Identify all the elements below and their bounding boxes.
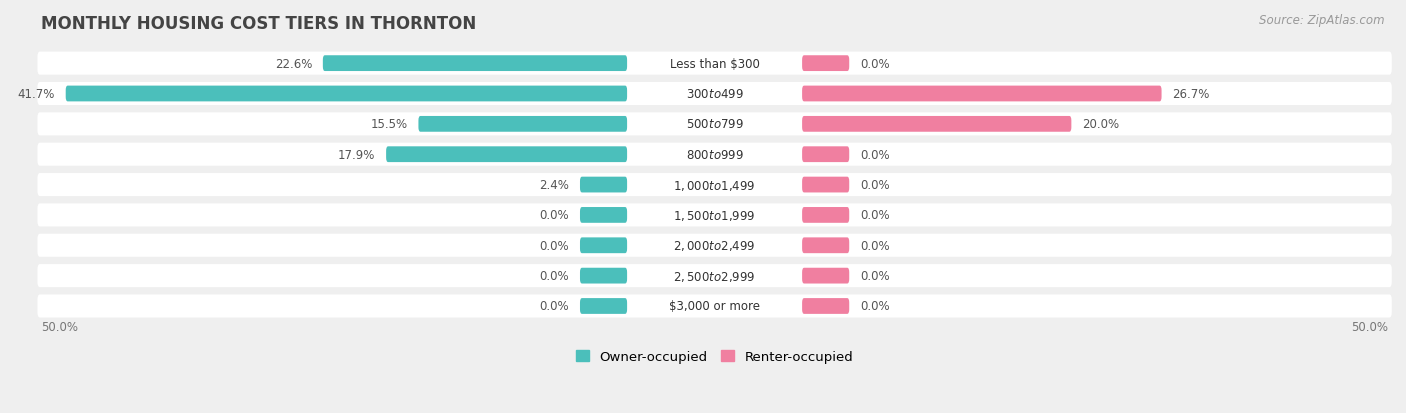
FancyBboxPatch shape (801, 177, 849, 193)
FancyBboxPatch shape (801, 56, 849, 72)
FancyBboxPatch shape (38, 83, 1392, 106)
Text: $500 to $799: $500 to $799 (686, 118, 744, 131)
Text: 0.0%: 0.0% (860, 57, 890, 71)
Text: 0.0%: 0.0% (540, 269, 569, 282)
FancyBboxPatch shape (38, 173, 1392, 197)
FancyBboxPatch shape (66, 86, 627, 102)
Text: MONTHLY HOUSING COST TIERS IN THORNTON: MONTHLY HOUSING COST TIERS IN THORNTON (42, 15, 477, 33)
Legend: Owner-occupied, Renter-occupied: Owner-occupied, Renter-occupied (571, 344, 859, 368)
FancyBboxPatch shape (38, 295, 1392, 318)
FancyBboxPatch shape (38, 113, 1392, 136)
Text: Less than $300: Less than $300 (669, 57, 759, 71)
FancyBboxPatch shape (38, 264, 1392, 287)
Text: 26.7%: 26.7% (1173, 88, 1209, 101)
Text: 0.0%: 0.0% (860, 239, 890, 252)
FancyBboxPatch shape (801, 147, 849, 163)
FancyBboxPatch shape (323, 56, 627, 72)
FancyBboxPatch shape (581, 298, 627, 314)
FancyBboxPatch shape (801, 207, 849, 223)
Text: 0.0%: 0.0% (860, 269, 890, 282)
Text: 20.0%: 20.0% (1083, 118, 1119, 131)
Text: Source: ZipAtlas.com: Source: ZipAtlas.com (1260, 14, 1385, 27)
FancyBboxPatch shape (419, 117, 627, 133)
FancyBboxPatch shape (801, 268, 849, 284)
Text: 0.0%: 0.0% (860, 179, 890, 192)
FancyBboxPatch shape (38, 204, 1392, 227)
Text: 50.0%: 50.0% (1351, 320, 1388, 333)
FancyBboxPatch shape (38, 234, 1392, 257)
Text: $3,000 or more: $3,000 or more (669, 300, 761, 313)
Text: $2,000 to $2,499: $2,000 to $2,499 (673, 239, 756, 253)
FancyBboxPatch shape (38, 143, 1392, 166)
Text: $1,000 to $1,499: $1,000 to $1,499 (673, 178, 756, 192)
FancyBboxPatch shape (581, 268, 627, 284)
Text: 2.4%: 2.4% (540, 179, 569, 192)
Text: 22.6%: 22.6% (274, 57, 312, 71)
Text: 17.9%: 17.9% (337, 148, 375, 161)
Text: 50.0%: 50.0% (42, 320, 79, 333)
Text: 0.0%: 0.0% (860, 148, 890, 161)
FancyBboxPatch shape (581, 177, 627, 193)
Text: $2,500 to $2,999: $2,500 to $2,999 (673, 269, 756, 283)
FancyBboxPatch shape (801, 298, 849, 314)
FancyBboxPatch shape (801, 117, 1071, 133)
FancyBboxPatch shape (581, 207, 627, 223)
Text: 0.0%: 0.0% (540, 300, 569, 313)
FancyBboxPatch shape (801, 238, 849, 254)
Text: 0.0%: 0.0% (540, 209, 569, 222)
Text: $300 to $499: $300 to $499 (686, 88, 744, 101)
FancyBboxPatch shape (38, 52, 1392, 76)
Text: 0.0%: 0.0% (860, 209, 890, 222)
Text: 0.0%: 0.0% (540, 239, 569, 252)
Text: 0.0%: 0.0% (860, 300, 890, 313)
Text: 15.5%: 15.5% (371, 118, 408, 131)
Text: $800 to $999: $800 to $999 (686, 148, 744, 161)
Text: $1,500 to $1,999: $1,500 to $1,999 (673, 209, 756, 222)
FancyBboxPatch shape (387, 147, 627, 163)
FancyBboxPatch shape (581, 238, 627, 254)
Text: 41.7%: 41.7% (17, 88, 55, 101)
FancyBboxPatch shape (801, 86, 1161, 102)
